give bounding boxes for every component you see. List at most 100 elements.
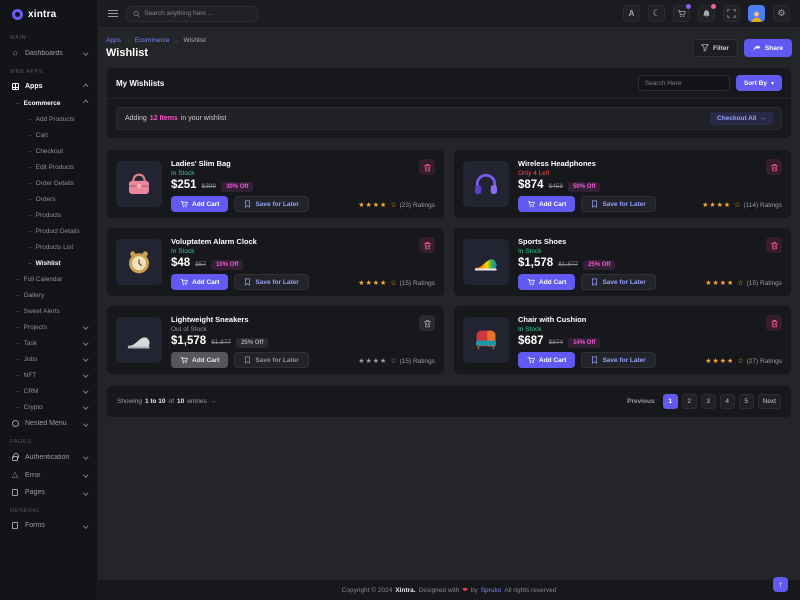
gear-icon: ⚙ xyxy=(777,8,786,18)
search-input[interactable] xyxy=(144,10,251,17)
sidebar-item-jobs[interactable]: Jobs xyxy=(0,351,97,367)
sidebar-item-product-details[interactable]: Product Details xyxy=(0,223,97,239)
delete-button[interactable] xyxy=(419,159,435,175)
sidebar-item-gallery[interactable]: Gallery xyxy=(0,287,97,303)
error-triangle-icon: △ xyxy=(11,470,19,479)
fullscreen-button[interactable] xyxy=(723,5,740,22)
save-for-later-button[interactable]: Save for Later xyxy=(581,274,656,290)
sidebar-item-apps[interactable]: Apps xyxy=(0,78,97,95)
add-cart-button[interactable]: Add Cart xyxy=(171,274,229,290)
scroll-to-top-button[interactable]: ↑ xyxy=(773,577,788,592)
sidebar-item-full-calendar[interactable]: Full Calendar xyxy=(0,271,97,287)
save-for-later-button[interactable]: Save for Later xyxy=(581,352,656,368)
handbag-image xyxy=(116,161,162,207)
brand[interactable]: xintra xyxy=(0,0,97,28)
language-button[interactable]: A xyxy=(623,5,640,22)
page-button-2[interactable]: 2 xyxy=(681,394,697,409)
checkout-all-button[interactable]: Checkout All → xyxy=(710,112,773,125)
share-button[interactable]: Share xyxy=(743,39,792,57)
arrow-right-icon: → xyxy=(173,37,180,44)
product-rating: ★★★★ ☆ (27) Ratings xyxy=(705,357,782,366)
sidebar-item-sweet-alerts[interactable]: Sweet Alerts xyxy=(0,303,97,319)
delete-button[interactable] xyxy=(766,315,782,331)
notifications-button[interactable] xyxy=(698,4,716,22)
arrow-right-icon: → xyxy=(759,115,767,122)
wishlist-search-input[interactable] xyxy=(637,75,730,91)
save-for-later-button[interactable]: Save for Later xyxy=(234,352,309,368)
moon-icon: ☾ xyxy=(652,8,661,18)
sidebar-item-nft[interactable]: NFT xyxy=(0,367,97,383)
sidebar-item-edit-products[interactable]: Edit Products xyxy=(0,159,97,175)
page-button-4[interactable]: 4 xyxy=(719,394,735,409)
product-name: Voluptatem Alarm Clock xyxy=(171,237,257,246)
add-cart-button[interactable]: Add Cart xyxy=(171,352,229,368)
star-empty-icon: ☆ xyxy=(390,280,397,287)
page-button-1[interactable]: 1 xyxy=(662,394,678,409)
next-page-button[interactable]: Next xyxy=(757,394,781,409)
product-card: Voluptatem Alarm Clock In Stock $48 $57 … xyxy=(106,227,445,297)
sidebar-item-wishlist[interactable]: Wishlist xyxy=(0,255,97,271)
product-grid: Ladies' Slim Bag In Stock $251 $399 30% … xyxy=(106,149,792,375)
sidebar-item-ecommerce[interactable]: Ecommerce xyxy=(0,95,97,111)
delete-button[interactable] xyxy=(419,315,435,331)
add-cart-button[interactable]: Add Cart xyxy=(518,274,576,290)
sidebar-item-cart[interactable]: Cart xyxy=(0,127,97,143)
page-button-3[interactable]: 3 xyxy=(700,394,716,409)
sort-by-button[interactable]: Sort By ▾ xyxy=(735,75,782,91)
add-cart-button[interactable]: Add Cart xyxy=(171,196,229,212)
sidebar-item-task[interactable]: Task xyxy=(0,335,97,351)
footer-author-link[interactable]: Spruko xyxy=(480,586,502,594)
sidebar-item-orders[interactable]: Orders xyxy=(0,191,97,207)
product-card: Sports Shoes In Stock $1,578 $1,877 25% … xyxy=(453,227,792,297)
sidebar-item-checkout[interactable]: Checkout xyxy=(0,143,97,159)
add-cart-button[interactable]: Add Cart xyxy=(518,196,576,212)
delete-button[interactable] xyxy=(766,237,782,253)
user-avatar[interactable] xyxy=(748,5,765,22)
sidebar-item-products[interactable]: Products xyxy=(0,207,97,223)
sidebar-item-add-products[interactable]: Add Products xyxy=(0,111,97,127)
settings-button[interactable]: ⚙ xyxy=(773,5,790,22)
sidebar-item-dashboards[interactable]: ⌂ Dashboards xyxy=(0,44,97,62)
sidebar-item-authentication[interactable]: Authentication xyxy=(0,448,97,466)
chevron-down-icon xyxy=(82,454,88,460)
bell-icon xyxy=(703,10,710,18)
sidebar-item-nested-menu[interactable]: Nested Menu xyxy=(0,415,97,432)
hamburger-menu-icon[interactable] xyxy=(108,10,118,17)
product-stock: In Stock xyxy=(171,248,195,255)
delete-button[interactable] xyxy=(419,237,435,253)
sidebar-item-crypto[interactable]: Crypto xyxy=(0,399,97,415)
discount-badge: 50% Off xyxy=(568,182,601,192)
wishlist-alert: Adding 12 Items in your wishlist Checkou… xyxy=(116,107,782,130)
trash-icon xyxy=(423,241,431,249)
breadcrumb-current: Wishlist xyxy=(183,37,206,44)
breadcrumb-apps[interactable]: Apps xyxy=(106,37,121,44)
bookmark-icon xyxy=(245,356,251,364)
cart-icon xyxy=(677,10,686,18)
sidebar-item-order-details[interactable]: Order Details xyxy=(0,175,97,191)
save-for-later-button[interactable]: Save for Later xyxy=(234,274,309,290)
sidebar-item-products-list[interactable]: Products List xyxy=(0,239,97,255)
sidebar-item-crm[interactable]: CRM xyxy=(0,383,97,399)
sidebar-item-forms[interactable]: Forms xyxy=(0,517,97,534)
save-for-later-button[interactable]: Save for Later xyxy=(581,196,656,212)
breadcrumb-ecommerce[interactable]: Ecommerce xyxy=(134,37,170,44)
delete-button[interactable] xyxy=(766,159,782,175)
save-for-later-button[interactable]: Save for Later xyxy=(234,196,309,212)
stars-filled-icon: ★★★★ xyxy=(358,358,388,365)
previous-page-button[interactable]: Previous xyxy=(627,398,655,405)
filter-button[interactable]: Filter xyxy=(692,39,738,57)
section-label-general: General xyxy=(10,508,41,514)
arrow-up-icon: ↑ xyxy=(778,580,783,589)
theme-toggle-button[interactable]: ☾ xyxy=(648,5,665,22)
sidebar-item-error[interactable]: △ Error xyxy=(0,466,97,484)
pagination: Previous 1 2 3 4 5 Next xyxy=(623,394,781,409)
add-cart-button[interactable]: Add Cart xyxy=(518,352,576,368)
cart-icon xyxy=(527,278,535,286)
forms-file-icon xyxy=(10,522,20,529)
product-price: $48 xyxy=(171,257,191,269)
cart-button[interactable] xyxy=(673,4,691,22)
page-button-5[interactable]: 5 xyxy=(738,394,754,409)
sidebar-item-pages[interactable]: Pages xyxy=(0,484,97,501)
section-label-main: Main xyxy=(10,35,27,41)
sidebar-item-projects[interactable]: Projects xyxy=(0,319,97,335)
